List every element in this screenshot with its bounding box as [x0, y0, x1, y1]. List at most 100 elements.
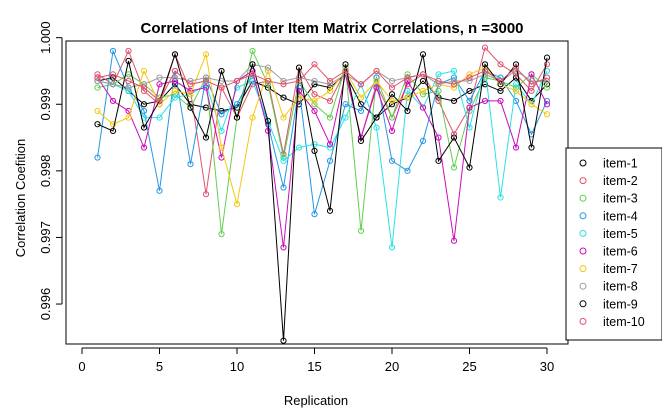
data-point-item-10	[481, 67, 489, 75]
data-point-item-5	[125, 87, 132, 95]
y-tick-label: 0.998	[38, 155, 53, 188]
data-point-item-9	[94, 121, 101, 128]
series-line-item-9	[97, 52, 548, 341]
data-point-item-3	[264, 81, 272, 88]
data-point-item-6	[202, 84, 210, 91]
data-point-item-2	[497, 61, 504, 68]
legend-label-item-6: item-6	[603, 245, 638, 259]
data-point-item-9	[543, 54, 551, 61]
data-point-item-10	[435, 77, 442, 85]
data-point-item-3	[404, 71, 411, 78]
data-point-item-8	[543, 77, 551, 85]
data-point-item-4	[218, 111, 225, 118]
data-point-item-10	[543, 74, 551, 81]
data-point-item-10	[202, 77, 210, 85]
data-point-item-7	[280, 114, 287, 121]
data-point-item-10	[450, 81, 458, 88]
data-point-item-3	[435, 87, 442, 95]
data-point-item-2	[435, 97, 442, 105]
data-point-item-5	[202, 81, 210, 88]
data-point-item-9	[481, 61, 489, 68]
data-point-item-6	[450, 237, 458, 244]
data-point-item-10	[264, 77, 272, 85]
data-point-item-8	[125, 84, 132, 91]
series-group	[94, 44, 551, 344]
data-point-item-9	[233, 114, 241, 121]
data-point-item-1	[466, 87, 473, 95]
data-point-item-8	[264, 64, 272, 71]
legend-label-item-9: item-9	[603, 297, 638, 311]
data-point-item-9	[326, 207, 334, 214]
data-point-item-3	[450, 164, 458, 171]
data-point-item-8	[435, 81, 442, 88]
data-point-item-4	[280, 184, 287, 191]
data-point-item-6	[512, 144, 520, 151]
data-point-item-8	[156, 74, 163, 81]
data-point-item-7	[450, 84, 458, 91]
data-point-item-3	[419, 91, 427, 98]
series-item-9	[94, 51, 551, 344]
data-point-item-6	[404, 77, 411, 85]
legend-label-item-8: item-8	[603, 280, 638, 294]
x-tick-label: 10	[230, 359, 244, 374]
data-point-item-4	[233, 101, 241, 108]
series-item-4	[94, 47, 551, 218]
data-point-item-7	[233, 201, 241, 208]
data-point-item-8	[388, 77, 396, 85]
legend-marker-item-3	[579, 194, 587, 202]
data-point-item-9	[404, 107, 411, 115]
x-tick-label: 25	[462, 359, 476, 374]
data-point-item-10	[187, 81, 194, 88]
data-point-item-5	[388, 244, 396, 251]
data-point-item-2	[202, 191, 210, 198]
y-axis: 0.996 0.997 0.998 0.999 1.000	[38, 21, 63, 320]
data-point-item-9	[125, 57, 132, 65]
data-point-item-8	[94, 77, 101, 85]
series-item-2	[94, 44, 551, 198]
data-point-item-7	[249, 114, 256, 121]
data-point-item-10	[388, 84, 396, 91]
data-point-item-2	[512, 71, 520, 78]
data-point-item-10	[295, 77, 303, 85]
data-point-item-10	[404, 74, 411, 81]
legend-box	[565, 147, 662, 341]
data-point-item-10	[466, 74, 473, 81]
data-point-item-9	[419, 51, 427, 58]
data-point-item-3	[249, 47, 256, 55]
data-point-item-7	[373, 77, 380, 85]
data-point-item-7	[543, 111, 551, 118]
data-point-item-5	[435, 71, 442, 78]
data-point-item-9	[357, 137, 365, 144]
data-point-item-3	[218, 231, 225, 238]
data-point-item-9	[311, 147, 318, 154]
data-point-item-5	[512, 81, 520, 88]
chart-title: Correlations of Inter Item Matrix Correl…	[140, 20, 523, 37]
data-point-item-8	[466, 77, 473, 85]
legend-marker-item-1	[579, 159, 587, 167]
data-point-item-7	[326, 87, 334, 95]
data-point-item-7	[311, 97, 318, 105]
data-point-item-2	[125, 47, 132, 55]
data-point-item-1	[280, 94, 287, 101]
data-point-item-9	[497, 81, 504, 88]
x-tick-label: 5	[156, 359, 163, 374]
data-point-item-6	[466, 104, 473, 111]
x-tick-label: 15	[307, 359, 321, 374]
data-point-item-7	[388, 97, 396, 105]
y-tick-label: 0.997	[38, 221, 53, 254]
data-point-item-7	[202, 51, 210, 58]
series-line-item-3	[97, 49, 548, 235]
data-point-item-4	[404, 167, 411, 174]
data-point-item-2	[94, 71, 101, 78]
data-point-item-4	[450, 74, 458, 81]
data-point-item-4	[342, 101, 349, 108]
data-point-item-9	[512, 61, 520, 68]
x-axis: 0 5 10 15 20 25 30	[78, 347, 554, 374]
data-point-item-9	[450, 134, 458, 141]
data-point-item-7	[528, 101, 535, 108]
legend-marker-item-8	[579, 282, 587, 290]
y-tick-label: 0.999	[38, 88, 53, 121]
data-point-item-6	[311, 107, 318, 115]
